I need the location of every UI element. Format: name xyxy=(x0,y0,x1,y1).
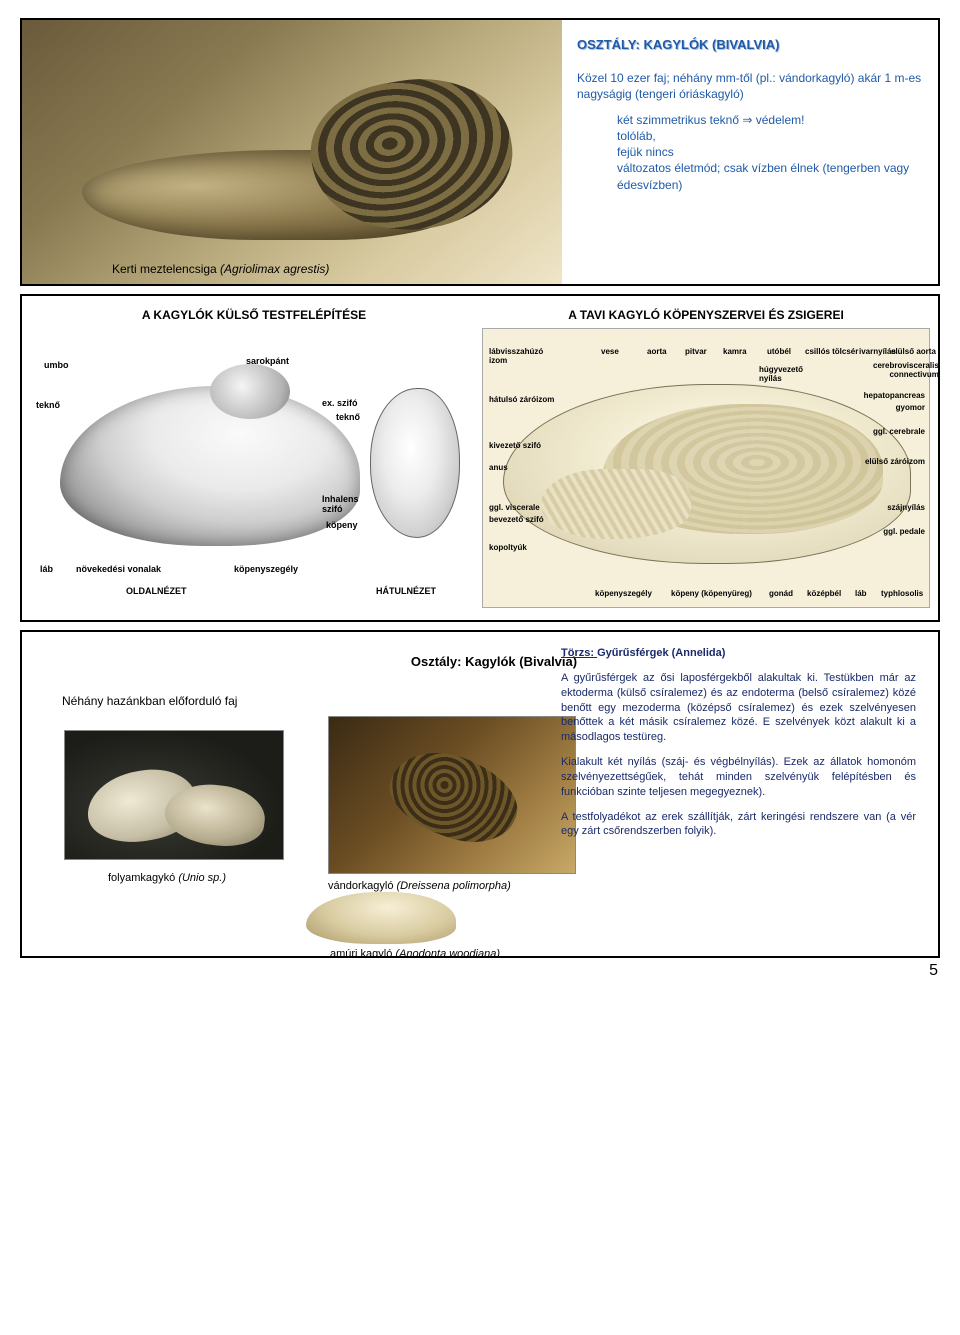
label-utobel: utóbél xyxy=(767,347,791,356)
caption-anodonta-name: amúri kagyló xyxy=(330,948,395,958)
annelida-para3: A testfolyadékot az erek szállítják, zár… xyxy=(561,810,916,850)
label-aorta: aorta xyxy=(647,347,667,356)
slide1-indent3: fejük nincs xyxy=(617,144,927,160)
label-bevezeto: bevezető szifó xyxy=(489,515,544,524)
slide-anatomy: A KAGYLÓK KÜLSŐ TESTFELÉPÍTÉSE umbo tekn… xyxy=(20,294,940,622)
label-ggl-viscerale: ggl. viscerale xyxy=(489,503,540,512)
slide1-title: OSZTÁLY: KAGYLÓK (BIVALVIA) xyxy=(577,30,927,66)
slide1-text-block: OSZTÁLY: KAGYLÓK (BIVALVIA) Közel 10 eze… xyxy=(577,30,927,193)
label-elulso-aorta: elülső aorta xyxy=(891,347,936,356)
anatomy-right-panel: A TAVI KAGYLÓ KÖPENYSZERVEI ÉS ZSIGEREI … xyxy=(482,304,930,608)
label-ex-szifo: ex. szifó xyxy=(322,398,358,408)
caption-unio-latin: (Unio sp.) xyxy=(178,872,226,884)
label-oldalnezet: OLDALNÉZET xyxy=(126,586,187,596)
label-kopoltyuk: kopoltyúk xyxy=(489,543,527,552)
shell-diagram: umbo teknő sarokpánt ex. szifó teknő Inh… xyxy=(30,328,478,608)
label-hatulnezet: HÁTULNÉZET xyxy=(376,586,436,596)
visceral-diagram: lábvisszahúzó izom vese aorta pitvar kam… xyxy=(482,328,930,608)
label-b-kozepbel: középbél xyxy=(807,589,841,598)
label-hugyvezeto: húgyvezető nyílás xyxy=(759,365,803,383)
label-sarokpant: sarokpánt xyxy=(246,356,289,366)
right-subtitle: A TAVI KAGYLÓ KÖPENYSZERVEI ÉS ZSIGEREI xyxy=(482,304,930,328)
caption-dreissena: vándorkagyló (Dreissena polimorpha) xyxy=(328,880,511,892)
species-subtitle: Néhány hazánkban előforduló faj xyxy=(62,694,237,708)
slide1-caption-name: Kerti meztelencsiga xyxy=(112,262,220,276)
label-kopeny: köpeny xyxy=(326,520,358,530)
fig-anodonta xyxy=(284,890,476,946)
slide1-caption: Kerti meztelencsiga (Agriolimax agrestis… xyxy=(112,262,329,276)
label-csillos: csillós tölcsér xyxy=(805,347,858,356)
label-b-lab: láb xyxy=(855,589,867,598)
slide1-indent1: két szimmetrikus teknő ⇒ védelem! xyxy=(617,112,927,128)
fig-unio xyxy=(64,730,284,860)
slide1-indent4: változatos életmód; csak vízben élnek (t… xyxy=(617,160,927,192)
label-lab: láb xyxy=(40,564,53,574)
label-b-kopeny-ureg: köpeny (köpenyüreg) xyxy=(671,589,752,598)
slide-bivalvia-intro: OSZTÁLY: KAGYLÓK (BIVALVIA) Közel 10 eze… xyxy=(20,18,940,286)
label-inhalens: Inhalens szifó xyxy=(322,494,359,514)
caption-unio-name: folyamkagykó xyxy=(108,872,178,884)
annelida-para1: A gyűrűsférgek az ősi laposférgekből ala… xyxy=(561,671,916,755)
torzs-value: Gyűrűsférgek (Annelida) xyxy=(597,647,725,659)
label-b-typhlosolis: typhlosolis xyxy=(881,589,923,598)
label-b-kopenyszegely: köpenyszegély xyxy=(595,589,652,598)
label-kopenyszegely: köpenyszegély xyxy=(234,564,298,574)
phylum-line: Törzs: Gyűrűsférgek (Annelida) xyxy=(561,646,916,671)
slide1-line1: Közel 10 ezer faj; néhány mm-től (pl.: v… xyxy=(577,66,927,112)
caption-unio: folyamkagykó (Unio sp.) xyxy=(108,872,226,884)
label-cerebrovisc: cerebrovisceralis connectivum xyxy=(873,361,939,379)
shell-posterior xyxy=(370,388,460,538)
snail-photo xyxy=(22,20,562,284)
slide1-indent2: tolóláb, xyxy=(617,128,927,144)
caption-anodonta-latin: (Anodonta woodiana) xyxy=(395,948,500,958)
slide-species-annelida: Osztály: Kagylók (Bivalvia) Néhány hazán… xyxy=(20,630,940,958)
label-gyomor: gyomor xyxy=(896,403,925,412)
label-ggl-cerebrale: ggl. cerebrale xyxy=(873,427,925,436)
visceral-gill xyxy=(541,469,691,539)
annelida-para2: Kialakult két nyílás (száj- és végbélnyí… xyxy=(561,755,916,810)
annelida-text-block: Törzs: Gyűrűsférgek (Annelida) A gyűrűsf… xyxy=(561,646,916,849)
label-labvisszahuzo: lábvisszahúzó izom xyxy=(489,347,543,365)
shell-lateral xyxy=(60,386,360,546)
slide1-indent-block: két szimmetrikus teknő ⇒ védelem! tolólá… xyxy=(577,112,927,193)
slide1-caption-latin: (Agriolimax agrestis) xyxy=(220,262,329,276)
label-hatulso-zaroizom: hátulsó záróizom xyxy=(489,395,554,404)
caption-anodonta: amúri kagyló (Anodonta woodiana) xyxy=(330,948,500,958)
shell-umbo xyxy=(210,364,290,419)
fig-dreissena xyxy=(328,716,576,874)
label-novekedesi: növekedési vonalak xyxy=(76,564,161,574)
label-kamra: kamra xyxy=(723,347,747,356)
label-pitvar: pitvar xyxy=(685,347,707,356)
label-tekno: teknő xyxy=(36,400,60,410)
label-szajnyilas: szájnyílás xyxy=(887,503,925,512)
label-ggl-pedale: ggl. pedale xyxy=(883,527,925,536)
label-b-gonad: gonád xyxy=(769,589,793,598)
caption-dreissena-name: vándorkagyló xyxy=(328,880,397,892)
label-tekno2: teknő xyxy=(336,412,360,422)
caption-dreissena-latin: (Dreissena polimorpha) xyxy=(397,880,511,892)
torzs-label: Törzs: xyxy=(561,647,597,659)
label-hepatopancreas: hepatopancreas xyxy=(864,391,925,400)
label-umbo: umbo xyxy=(44,360,69,370)
label-vese: vese xyxy=(601,347,619,356)
label-anus: anus xyxy=(489,463,508,472)
label-elulso-zaroizom: elülső záróizom xyxy=(865,457,925,466)
page-number: 5 xyxy=(929,962,938,980)
anatomy-left-panel: A KAGYLÓK KÜLSŐ TESTFELÉPÍTÉSE umbo tekn… xyxy=(30,304,478,608)
left-subtitle: A KAGYLÓK KÜLSŐ TESTFELÉPÍTÉSE xyxy=(30,304,478,328)
label-kivezeto: kivezető szifó xyxy=(489,441,541,450)
